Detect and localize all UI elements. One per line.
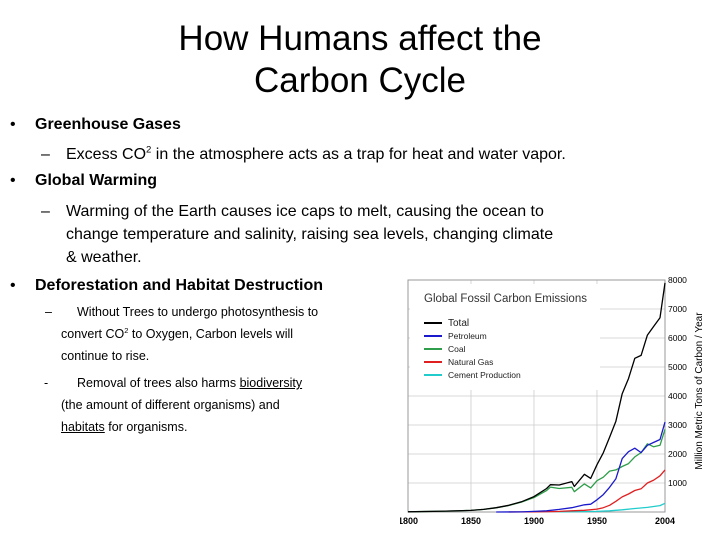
hyphen-marker: - [44, 376, 49, 390]
legend-label: Petroleum [448, 331, 487, 341]
sub-bullet-text: Excess CO [66, 146, 147, 163]
sub-bullet-line: & weather. [66, 249, 142, 266]
x-axis-ticks: 1800 1850 1900 1950 2004 [400, 516, 675, 526]
legend-label: Total [448, 318, 469, 329]
text-run: for organisms. [104, 420, 188, 434]
y-tick-label: 7000 [668, 304, 687, 314]
x-tick-label: 1950 [587, 516, 607, 526]
fossil-carbon-emissions-chart: Global Fossil Carbon Emissions Total Petr… [400, 272, 710, 534]
sub-bullet-warming: – Warming of the Earth causes ice caps t… [41, 200, 554, 269]
y-axis-label: Million Metric Tons of Carbon / Year [694, 312, 705, 470]
series-line-natural-gas [508, 469, 666, 513]
legend-label: Natural Gas [448, 357, 493, 367]
y-tick-label: 3000 [668, 420, 687, 430]
sub-bullet-excess-co2: – Excess CO2 in the atmosphere acts as a… [41, 143, 566, 166]
sub-bullet-line: Removal of trees also harms biodiversity [59, 372, 302, 394]
bullet-marker: • [10, 277, 16, 294]
slide-title-line-2: Carbon Cycle [253, 61, 467, 100]
sub-bullet-trees: – Without Trees to undergo photosynthesi… [45, 301, 318, 367]
bullet-global-warming: • Global Warming [10, 172, 158, 190]
slide-title: How Humans affect the Carbon Cycle [60, 18, 660, 102]
y-tick-label: 2000 [668, 449, 687, 459]
legend-label: Coal [448, 344, 466, 354]
subscript-2: 2 [124, 325, 129, 335]
biodiversity-link[interactable]: biodiversity [239, 376, 303, 390]
legend-label: Cement Production [448, 370, 521, 380]
bullet-heading: Deforestation and Habitat Destruction [35, 277, 324, 294]
y-tick-label: 1000 [668, 478, 687, 488]
x-tick-label: 2004 [655, 516, 675, 526]
series-line-petroleum [496, 421, 666, 513]
x-tick-label: 1850 [461, 516, 481, 526]
sub-bullet-biodiversity: - Removal of trees also harms biodiversi… [44, 372, 302, 438]
sub-bullet-line: Without Trees to undergo photosynthesis … [77, 305, 319, 319]
y-tick-label: 4000 [668, 391, 687, 401]
dash-marker: – [41, 203, 50, 220]
bullet-marker: • [10, 172, 16, 189]
slide-title-line-1: How Humans affect the [178, 19, 542, 58]
sub-bullet-line: convert CO2 to Oxygen, Carbon levels wil… [61, 323, 318, 345]
chart-series [407, 282, 666, 513]
y-tick-label: 5000 [668, 362, 687, 372]
dash-marker: – [45, 305, 52, 319]
bullet-marker: • [10, 116, 16, 133]
x-tick-label: 1900 [524, 516, 544, 526]
sub-bullet-line: (the amount of different organisms) and [61, 398, 280, 412]
bullet-heading: Global Warming [35, 172, 158, 189]
y-tick-label: 8000 [668, 275, 687, 285]
sub-bullet-line: change temperature and salinity, raising… [66, 226, 554, 243]
habitats-link[interactable]: habitats [61, 420, 105, 434]
bullet-deforestation: • Deforestation and Habitat Destruction [10, 277, 324, 295]
text-run: Removal of trees also harms [77, 376, 240, 390]
sub-bullet-line: Warming of the Earth causes ice caps to … [66, 203, 544, 220]
bullet-greenhouse-gases: • Greenhouse Gases [10, 116, 181, 134]
sub-bullet-line: continue to rise. [61, 349, 150, 363]
dash-marker: – [41, 146, 50, 163]
chart-title: Global Fossil Carbon Emissions [424, 293, 587, 305]
x-tick-label: 1800 [400, 516, 418, 526]
y-tick-label: 6000 [668, 333, 687, 343]
text-run: convert CO [61, 327, 125, 341]
bullet-heading: Greenhouse Gases [35, 116, 181, 133]
text-run: to Oxygen, Carbon levels will [128, 327, 294, 341]
sub-bullet-text: in the atmosphere acts as a trap for hea… [151, 146, 566, 163]
sub-bullet-line: habitats for organisms. [61, 416, 302, 438]
series-line-cement-production [559, 502, 666, 513]
y-axis-ticks: 1000 2000 3000 4000 5000 6000 7000 8000 [668, 275, 687, 488]
subscript-2: 2 [146, 144, 152, 156]
series-line-total [407, 282, 666, 513]
chart-legend: Total Petroleum Coal Natural Gas Cement Prod… [424, 318, 521, 380]
